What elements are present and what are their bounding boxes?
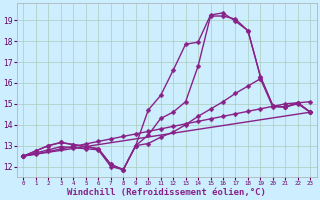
X-axis label: Windchill (Refroidissement éolien,°C): Windchill (Refroidissement éolien,°C) xyxy=(68,188,266,197)
